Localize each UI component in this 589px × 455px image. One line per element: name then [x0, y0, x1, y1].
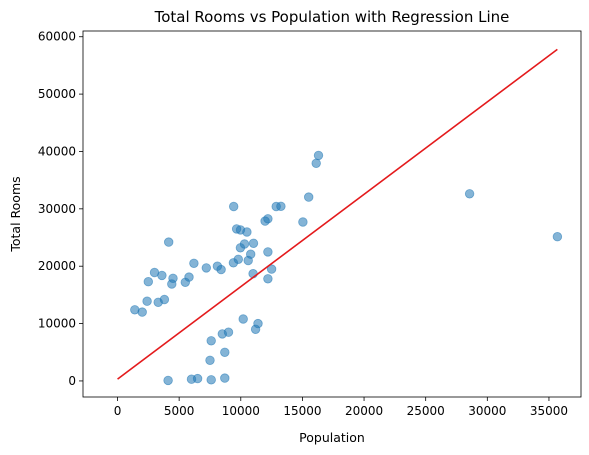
y-tick-label: 0 — [68, 374, 76, 388]
x-tick-label: 20000 — [345, 404, 383, 418]
y-axis-ticks: 0 10000 20000 30000 40000 50000 60000 — [38, 30, 83, 388]
scatter-point — [243, 255, 253, 266]
chart-title: Total Rooms vs Population with Regressio… — [154, 8, 510, 26]
x-tick-label: 0 — [114, 404, 122, 418]
scatter-point — [205, 355, 215, 366]
scatter-point — [552, 231, 563, 242]
y-tick-label: 30000 — [38, 202, 76, 216]
scatter-point — [142, 296, 152, 306]
scatter-point — [235, 243, 246, 253]
x-tick-label: 10000 — [222, 404, 260, 418]
scatter-point — [276, 201, 286, 212]
y-tick-label: 50000 — [38, 87, 76, 101]
scatter-point — [163, 375, 173, 386]
scatter-point — [304, 192, 314, 202]
y-tick-label: 20000 — [38, 259, 76, 273]
y-axis-label: Total Rooms — [8, 176, 23, 252]
scatter-point — [167, 279, 177, 289]
scatter-point — [313, 150, 324, 161]
scatter-point — [242, 227, 252, 237]
scatter-point — [464, 189, 475, 199]
regression-line-layer — [117, 48, 558, 380]
scatter-point — [201, 263, 212, 273]
scatter-point — [248, 238, 259, 249]
scatter-point — [206, 336, 216, 346]
x-tick-label: 15000 — [283, 404, 321, 418]
y-tick-label: 60000 — [38, 30, 76, 44]
scatter-point — [266, 264, 277, 274]
scatter-point — [137, 307, 147, 317]
scatter-point — [212, 261, 223, 271]
scatter-point — [231, 224, 242, 234]
x-axis-ticks: 0 5000 10000 15000 20000 25000 30000 35000 — [114, 397, 568, 418]
scatter-point — [184, 272, 194, 282]
scatter-point — [217, 329, 228, 339]
scatter-point — [186, 374, 197, 384]
x-tick-label: 35000 — [530, 404, 568, 418]
x-tick-label: 30000 — [468, 404, 506, 418]
regression-line — [117, 48, 558, 380]
scatter-point — [298, 217, 308, 227]
scatter-point — [250, 324, 261, 335]
y-tick-label: 40000 — [38, 144, 76, 158]
scatter-point — [263, 274, 273, 284]
scatter-point — [159, 294, 170, 305]
scatter-point — [228, 258, 239, 268]
scatter-point — [206, 375, 216, 385]
scatter-point — [311, 158, 321, 169]
x-axis-label: Population — [299, 430, 365, 445]
scatter-point — [189, 258, 199, 269]
scatter-point — [157, 270, 167, 281]
scatter-points — [130, 150, 563, 386]
scatter-point — [238, 314, 248, 324]
x-tick-label: 25000 — [407, 404, 445, 418]
y-tick-label: 10000 — [38, 317, 76, 331]
scatter-point — [228, 201, 239, 212]
plot-frame — [82, 30, 582, 398]
scatter-point — [260, 216, 270, 226]
scatter-point — [220, 373, 230, 383]
scatter-point — [163, 237, 174, 247]
scatter-point — [143, 277, 154, 287]
scatter-point — [263, 247, 273, 257]
x-tick-label: 5000 — [164, 404, 195, 418]
scatter-point — [220, 347, 230, 358]
